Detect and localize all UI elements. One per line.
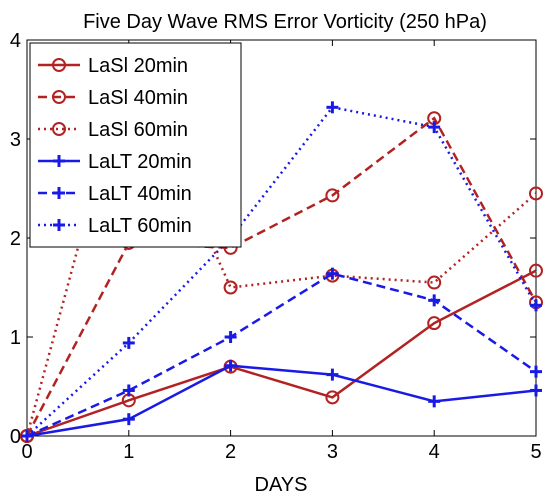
chart-title: Five Day Wave RMS Error Vorticity (250 h…	[83, 11, 487, 33]
x-axis-label: DAYS	[255, 474, 308, 496]
legend-label: LaSl 60min	[88, 119, 188, 141]
series-layer	[20, 52, 543, 443]
data-point	[122, 413, 135, 426]
y-tick-label: 1	[10, 327, 21, 349]
legend-marker	[53, 155, 65, 167]
series-lasl-20min	[20, 263, 543, 443]
legend-item: LaSl 20min	[38, 55, 188, 77]
data-point	[428, 294, 441, 307]
y-tick-label: 3	[10, 129, 21, 151]
legend-item: LaSl 60min	[38, 119, 188, 141]
legend-label: LaLT 40min	[88, 183, 192, 205]
legend-marker	[53, 187, 65, 199]
legend-box	[29, 42, 242, 248]
data-point	[529, 263, 543, 278]
x-tick-label: 1	[123, 441, 134, 463]
data-point	[530, 365, 542, 378]
legend-marker	[52, 122, 66, 136]
data-point	[427, 275, 442, 290]
legend-label: LaLT 20min	[88, 151, 192, 173]
x-tick-label: 5	[530, 441, 541, 463]
data-point	[122, 384, 135, 397]
data-point	[224, 331, 237, 343]
data-point	[223, 280, 238, 295]
legend: LaSl 20min LaSl 40min LaSl 60min LaLT 20min…	[29, 42, 242, 248]
data-point	[224, 359, 237, 372]
series-lalt-40min	[21, 267, 542, 442]
data-point	[530, 299, 542, 312]
x-tick-label: 3	[327, 441, 338, 463]
legend-label: LaSl 20min	[88, 55, 188, 77]
data-point	[529, 186, 543, 201]
series-line	[26, 269, 537, 438]
legend-marker	[52, 90, 66, 104]
legend-marker	[53, 219, 65, 231]
legend-label: LaLT 60min	[88, 215, 192, 237]
y-tick-label: 0	[10, 426, 21, 448]
legend-marker	[52, 58, 66, 72]
x-tick-label: 2	[225, 441, 236, 463]
legend-item: LaLT 60min	[38, 215, 192, 237]
data-point	[427, 316, 442, 331]
data-point	[325, 188, 340, 203]
data-point	[428, 395, 441, 408]
data-point	[21, 430, 33, 442]
data-point	[326, 368, 339, 381]
legend-label: LaSl 40min	[88, 87, 188, 109]
data-point	[326, 101, 339, 114]
data-point	[530, 384, 542, 397]
series-line	[26, 364, 537, 438]
legend-item: LaSl 40min	[38, 87, 188, 109]
data-point	[325, 390, 340, 405]
x-tick-label: 0	[21, 441, 32, 463]
series-line	[26, 105, 538, 437]
data-point	[122, 336, 135, 349]
series-lalt-20min	[21, 359, 542, 442]
legend-item: LaLT 40min	[38, 183, 192, 205]
legend-item: LaLT 20min	[38, 151, 192, 173]
x-tick-label: 4	[429, 441, 440, 463]
y-tick-label: 4	[10, 30, 21, 52]
data-point	[428, 121, 441, 134]
y-tick-label: 2	[10, 228, 21, 250]
data-point	[326, 267, 339, 280]
series-line	[26, 272, 537, 438]
